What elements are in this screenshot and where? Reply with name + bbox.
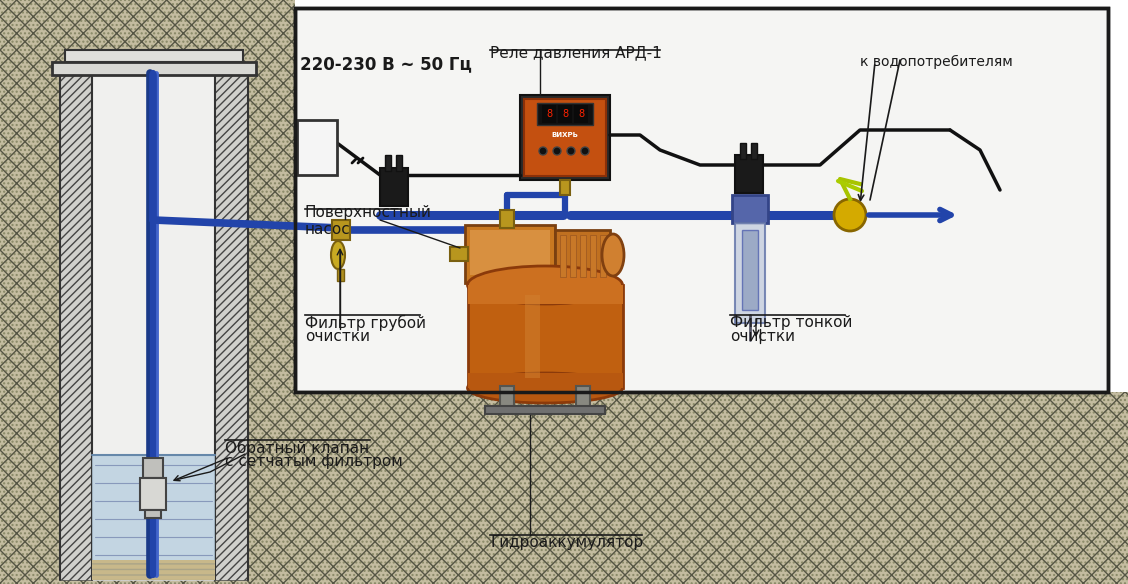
- Text: Гидроаккумулятор: Гидроаккумулятор: [490, 535, 643, 550]
- Bar: [337, 269, 344, 281]
- Bar: [297, 120, 337, 175]
- Bar: [0, 0, 296, 584]
- Ellipse shape: [602, 234, 624, 276]
- Bar: [92, 560, 215, 580]
- Bar: [537, 103, 593, 125]
- Bar: [570, 235, 576, 277]
- Bar: [332, 220, 350, 240]
- Bar: [735, 223, 765, 323]
- Bar: [590, 235, 596, 277]
- Bar: [520, 95, 610, 180]
- Ellipse shape: [581, 147, 589, 155]
- Ellipse shape: [539, 147, 547, 155]
- Bar: [740, 143, 746, 159]
- Text: 8: 8: [546, 109, 552, 119]
- Bar: [215, 68, 248, 580]
- Bar: [485, 406, 605, 414]
- Text: 220-230 В ~ 50 Гц: 220-230 В ~ 50 Гц: [300, 55, 472, 73]
- Bar: [574, 105, 588, 123]
- Bar: [468, 373, 623, 388]
- Bar: [559, 235, 566, 277]
- Bar: [380, 168, 408, 206]
- Ellipse shape: [834, 199, 866, 231]
- Bar: [143, 458, 164, 478]
- Bar: [500, 210, 514, 228]
- Bar: [296, 392, 1128, 584]
- Bar: [146, 510, 161, 518]
- Bar: [0, 0, 296, 584]
- Bar: [525, 295, 540, 378]
- Bar: [92, 68, 215, 580]
- Text: Фильтр тонкой: Фильтр тонкой: [730, 315, 853, 330]
- Text: очистки: очистки: [305, 329, 370, 344]
- Bar: [470, 230, 550, 275]
- Bar: [60, 68, 92, 580]
- Bar: [742, 230, 758, 310]
- Text: очистки: очистки: [730, 329, 795, 344]
- Bar: [296, 8, 1108, 392]
- Bar: [396, 155, 402, 171]
- Bar: [580, 235, 587, 277]
- Bar: [600, 235, 606, 277]
- Bar: [140, 478, 166, 510]
- Bar: [555, 230, 610, 282]
- Text: Фильтр грубой: Фильтр грубой: [305, 315, 426, 331]
- Bar: [296, 392, 1128, 584]
- Bar: [296, 8, 1108, 392]
- Text: к водопотребителям: к водопотребителям: [860, 55, 1013, 69]
- Bar: [450, 247, 468, 261]
- Text: Обратный клапан: Обратный клапан: [224, 440, 369, 456]
- Bar: [541, 105, 556, 123]
- Bar: [500, 386, 514, 408]
- Bar: [52, 62, 256, 75]
- Bar: [559, 180, 570, 195]
- Ellipse shape: [553, 147, 561, 155]
- Text: с сетчатым фильтром: с сетчатым фильтром: [224, 454, 403, 469]
- Bar: [558, 105, 572, 123]
- Bar: [468, 285, 623, 388]
- Ellipse shape: [567, 147, 575, 155]
- Bar: [732, 195, 768, 223]
- Text: Поверхностный
насос: Поверхностный насос: [305, 205, 432, 238]
- Bar: [576, 386, 590, 408]
- Ellipse shape: [467, 266, 623, 304]
- Text: Реле давления АРД-1: Реле давления АРД-1: [490, 45, 662, 60]
- Text: 8: 8: [562, 109, 569, 119]
- Bar: [735, 155, 763, 193]
- Ellipse shape: [467, 373, 623, 403]
- Text: ВИХРЬ: ВИХРЬ: [552, 132, 579, 138]
- Bar: [65, 50, 243, 62]
- Bar: [385, 155, 391, 171]
- Bar: [468, 285, 623, 304]
- Bar: [525, 99, 606, 176]
- Bar: [465, 225, 555, 283]
- Text: 8: 8: [578, 109, 584, 119]
- Bar: [751, 143, 757, 159]
- Ellipse shape: [331, 241, 345, 269]
- Bar: [92, 455, 215, 580]
